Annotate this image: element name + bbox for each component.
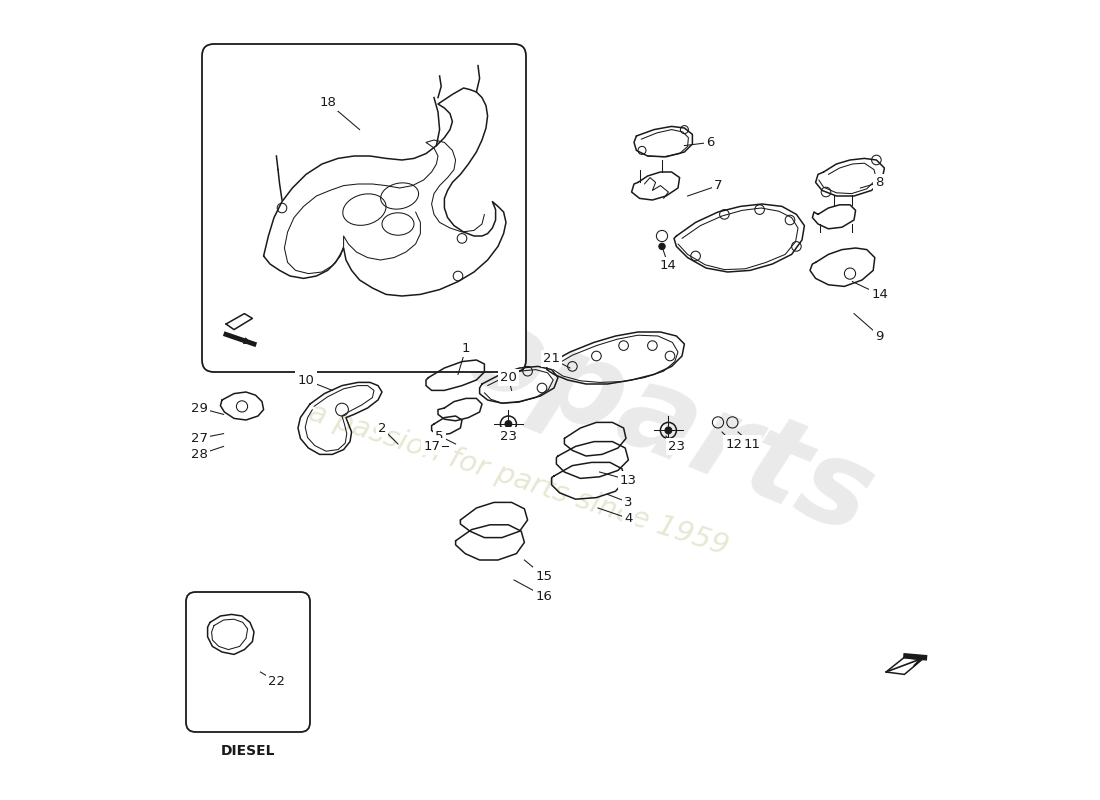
FancyBboxPatch shape [186, 592, 310, 732]
Text: 23: 23 [499, 430, 517, 442]
Circle shape [659, 243, 666, 250]
Text: a passion for parts since 1959: a passion for parts since 1959 [305, 398, 732, 562]
Text: 21: 21 [543, 352, 560, 365]
Text: 6: 6 [706, 136, 714, 149]
Text: 29: 29 [191, 402, 208, 414]
Text: 23: 23 [668, 440, 685, 453]
Text: 4: 4 [624, 512, 632, 525]
Text: 8: 8 [876, 176, 883, 189]
Circle shape [505, 421, 512, 427]
Text: 14: 14 [660, 259, 676, 272]
Text: 13: 13 [620, 474, 637, 486]
Text: 5: 5 [436, 430, 443, 442]
Text: 3: 3 [624, 496, 632, 509]
Text: 2: 2 [377, 422, 386, 434]
Text: 12: 12 [726, 438, 742, 450]
Text: 22: 22 [268, 675, 285, 688]
Text: 14: 14 [871, 288, 888, 301]
Circle shape [666, 427, 672, 434]
Text: 11: 11 [744, 438, 760, 450]
Text: 27: 27 [191, 432, 208, 445]
Text: 17: 17 [424, 440, 440, 453]
FancyBboxPatch shape [202, 44, 526, 372]
Text: 15: 15 [535, 570, 552, 582]
Text: europarts: europarts [242, 209, 890, 559]
Text: 20: 20 [500, 371, 517, 384]
Text: 28: 28 [191, 448, 208, 461]
Text: 9: 9 [876, 330, 883, 342]
Text: 10: 10 [298, 374, 315, 386]
Text: 16: 16 [536, 590, 552, 602]
Text: DIESEL: DIESEL [221, 744, 276, 758]
Text: 18: 18 [319, 96, 336, 109]
Text: 7: 7 [714, 179, 723, 192]
Text: 1: 1 [462, 342, 471, 354]
